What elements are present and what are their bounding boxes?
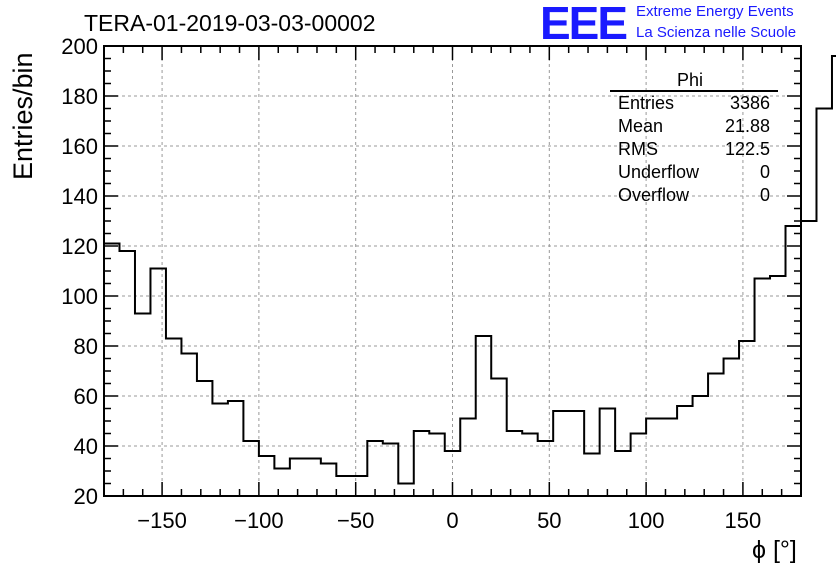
axis-ticks [103, 45, 802, 497]
histogram-bin [119, 251, 134, 496]
plot-frame [103, 45, 802, 497]
eee-logo: EEE [540, 0, 628, 49]
histogram-bin [677, 406, 692, 496]
stats-label: Underflow [618, 162, 700, 182]
stats-row-rms: RMS 122.5 [610, 138, 778, 161]
x-tick-label: 150 [725, 508, 762, 533]
histogram-bin [584, 454, 599, 497]
histogram-bin [755, 279, 770, 497]
histogram-bin [724, 359, 739, 497]
histogram-bin [662, 419, 677, 497]
histogram-bin [321, 464, 336, 497]
stats-value: 0 [759, 162, 770, 182]
y-tick-label: 20 [74, 484, 98, 509]
x-axis-label: ϕ [°] [752, 536, 797, 564]
histogram-bin [166, 339, 181, 497]
stats-value: 21.88 [724, 116, 770, 136]
histogram-title: TERA-01-2019-03-03-00002 [84, 10, 376, 36]
histogram-bin [476, 336, 491, 496]
histogram-bin [553, 411, 568, 496]
y-tick-label: 180 [61, 84, 98, 109]
histogram-bin [739, 341, 754, 496]
histogram-bin [816, 109, 831, 497]
x-tick-label: 50 [537, 508, 561, 533]
histogram-bin [259, 456, 274, 496]
y-tick-label: 100 [61, 284, 98, 309]
stats-row-entries: Entries 3386 [610, 92, 778, 115]
histogram-bin [708, 374, 723, 497]
x-tick-label: −100 [234, 508, 284, 533]
histogram-bin [398, 484, 413, 497]
x-tick-label: 100 [628, 508, 665, 533]
histogram-bin [522, 434, 537, 497]
x-tick-label: 0 [446, 508, 458, 533]
stats-value: 3386 [729, 93, 770, 113]
stats-label: Entries [618, 93, 675, 113]
stats-box: Phi Entries 3386 Mean 21.88 RMS 122.5 Un… [610, 70, 778, 207]
histogram-bin [693, 396, 708, 496]
x-tick-label: −50 [337, 508, 374, 533]
histogram-bin [429, 434, 444, 497]
y-tick-label: 60 [74, 384, 98, 409]
stats-label: Mean [618, 116, 664, 136]
histogram-bin [507, 431, 522, 496]
histogram-bin [336, 476, 351, 496]
y-tick-label: 140 [61, 184, 98, 209]
histogram-bin [197, 381, 212, 496]
histogram-bin [383, 444, 398, 497]
tick-labels: −150 −100 −50 0 50 100 150 20 40 60 80 100 120 140 160… [61, 34, 761, 533]
histogram-bin [615, 451, 630, 496]
y-axis-label-wrap: Entries/bin [4, 52, 44, 190]
stats-row-mean: Mean 21.88 [610, 115, 778, 138]
x-tick-label: −150 [137, 508, 187, 533]
histogram-bin [832, 56, 836, 496]
stats-label: RMS [618, 139, 658, 159]
histogram-bin [243, 441, 258, 496]
histogram-bin [801, 221, 816, 496]
stats-row-underflow: Underflow 0 [610, 161, 778, 184]
histogram-bin [212, 404, 227, 497]
logo-line-1: Extreme Energy Events [636, 3, 794, 20]
y-tick-label: 40 [74, 434, 98, 459]
histogram-bin [460, 419, 475, 497]
histogram-bin [150, 269, 165, 497]
stats-value: 0 [759, 185, 770, 205]
stats-row-overflow: Overflow 0 [610, 184, 778, 207]
y-tick-label: 80 [74, 334, 98, 359]
histogram-bin [414, 431, 429, 496]
histogram-bin [367, 441, 382, 496]
histogram-bin [786, 226, 801, 496]
histogram-bin [538, 441, 553, 496]
stats-label: Overflow [618, 185, 690, 205]
histogram-bin [274, 469, 289, 497]
histogram-outline [104, 55, 836, 485]
histogram-bin [135, 314, 150, 497]
histogram-bin [600, 409, 615, 497]
logo-line-2: La Scienza nelle Scuole [636, 24, 797, 41]
stats-value: 122.5 [724, 139, 770, 159]
y-tick-label: 200 [61, 34, 98, 59]
y-tick-label: 120 [61, 234, 98, 259]
histogram-bin [631, 434, 646, 497]
y-axis-label: Entries/bin [8, 52, 38, 180]
histogram-bin [491, 379, 506, 497]
y-tick-label: 160 [61, 134, 98, 159]
histogram-bin [646, 419, 661, 497]
histogram-bin [228, 401, 243, 496]
stats-title: Phi [610, 70, 778, 92]
histogram-bin [569, 411, 584, 496]
histogram-bin [305, 459, 320, 497]
histogram-bin [770, 276, 785, 496]
histogram-bin [352, 476, 367, 496]
histogram-bin [181, 354, 196, 497]
